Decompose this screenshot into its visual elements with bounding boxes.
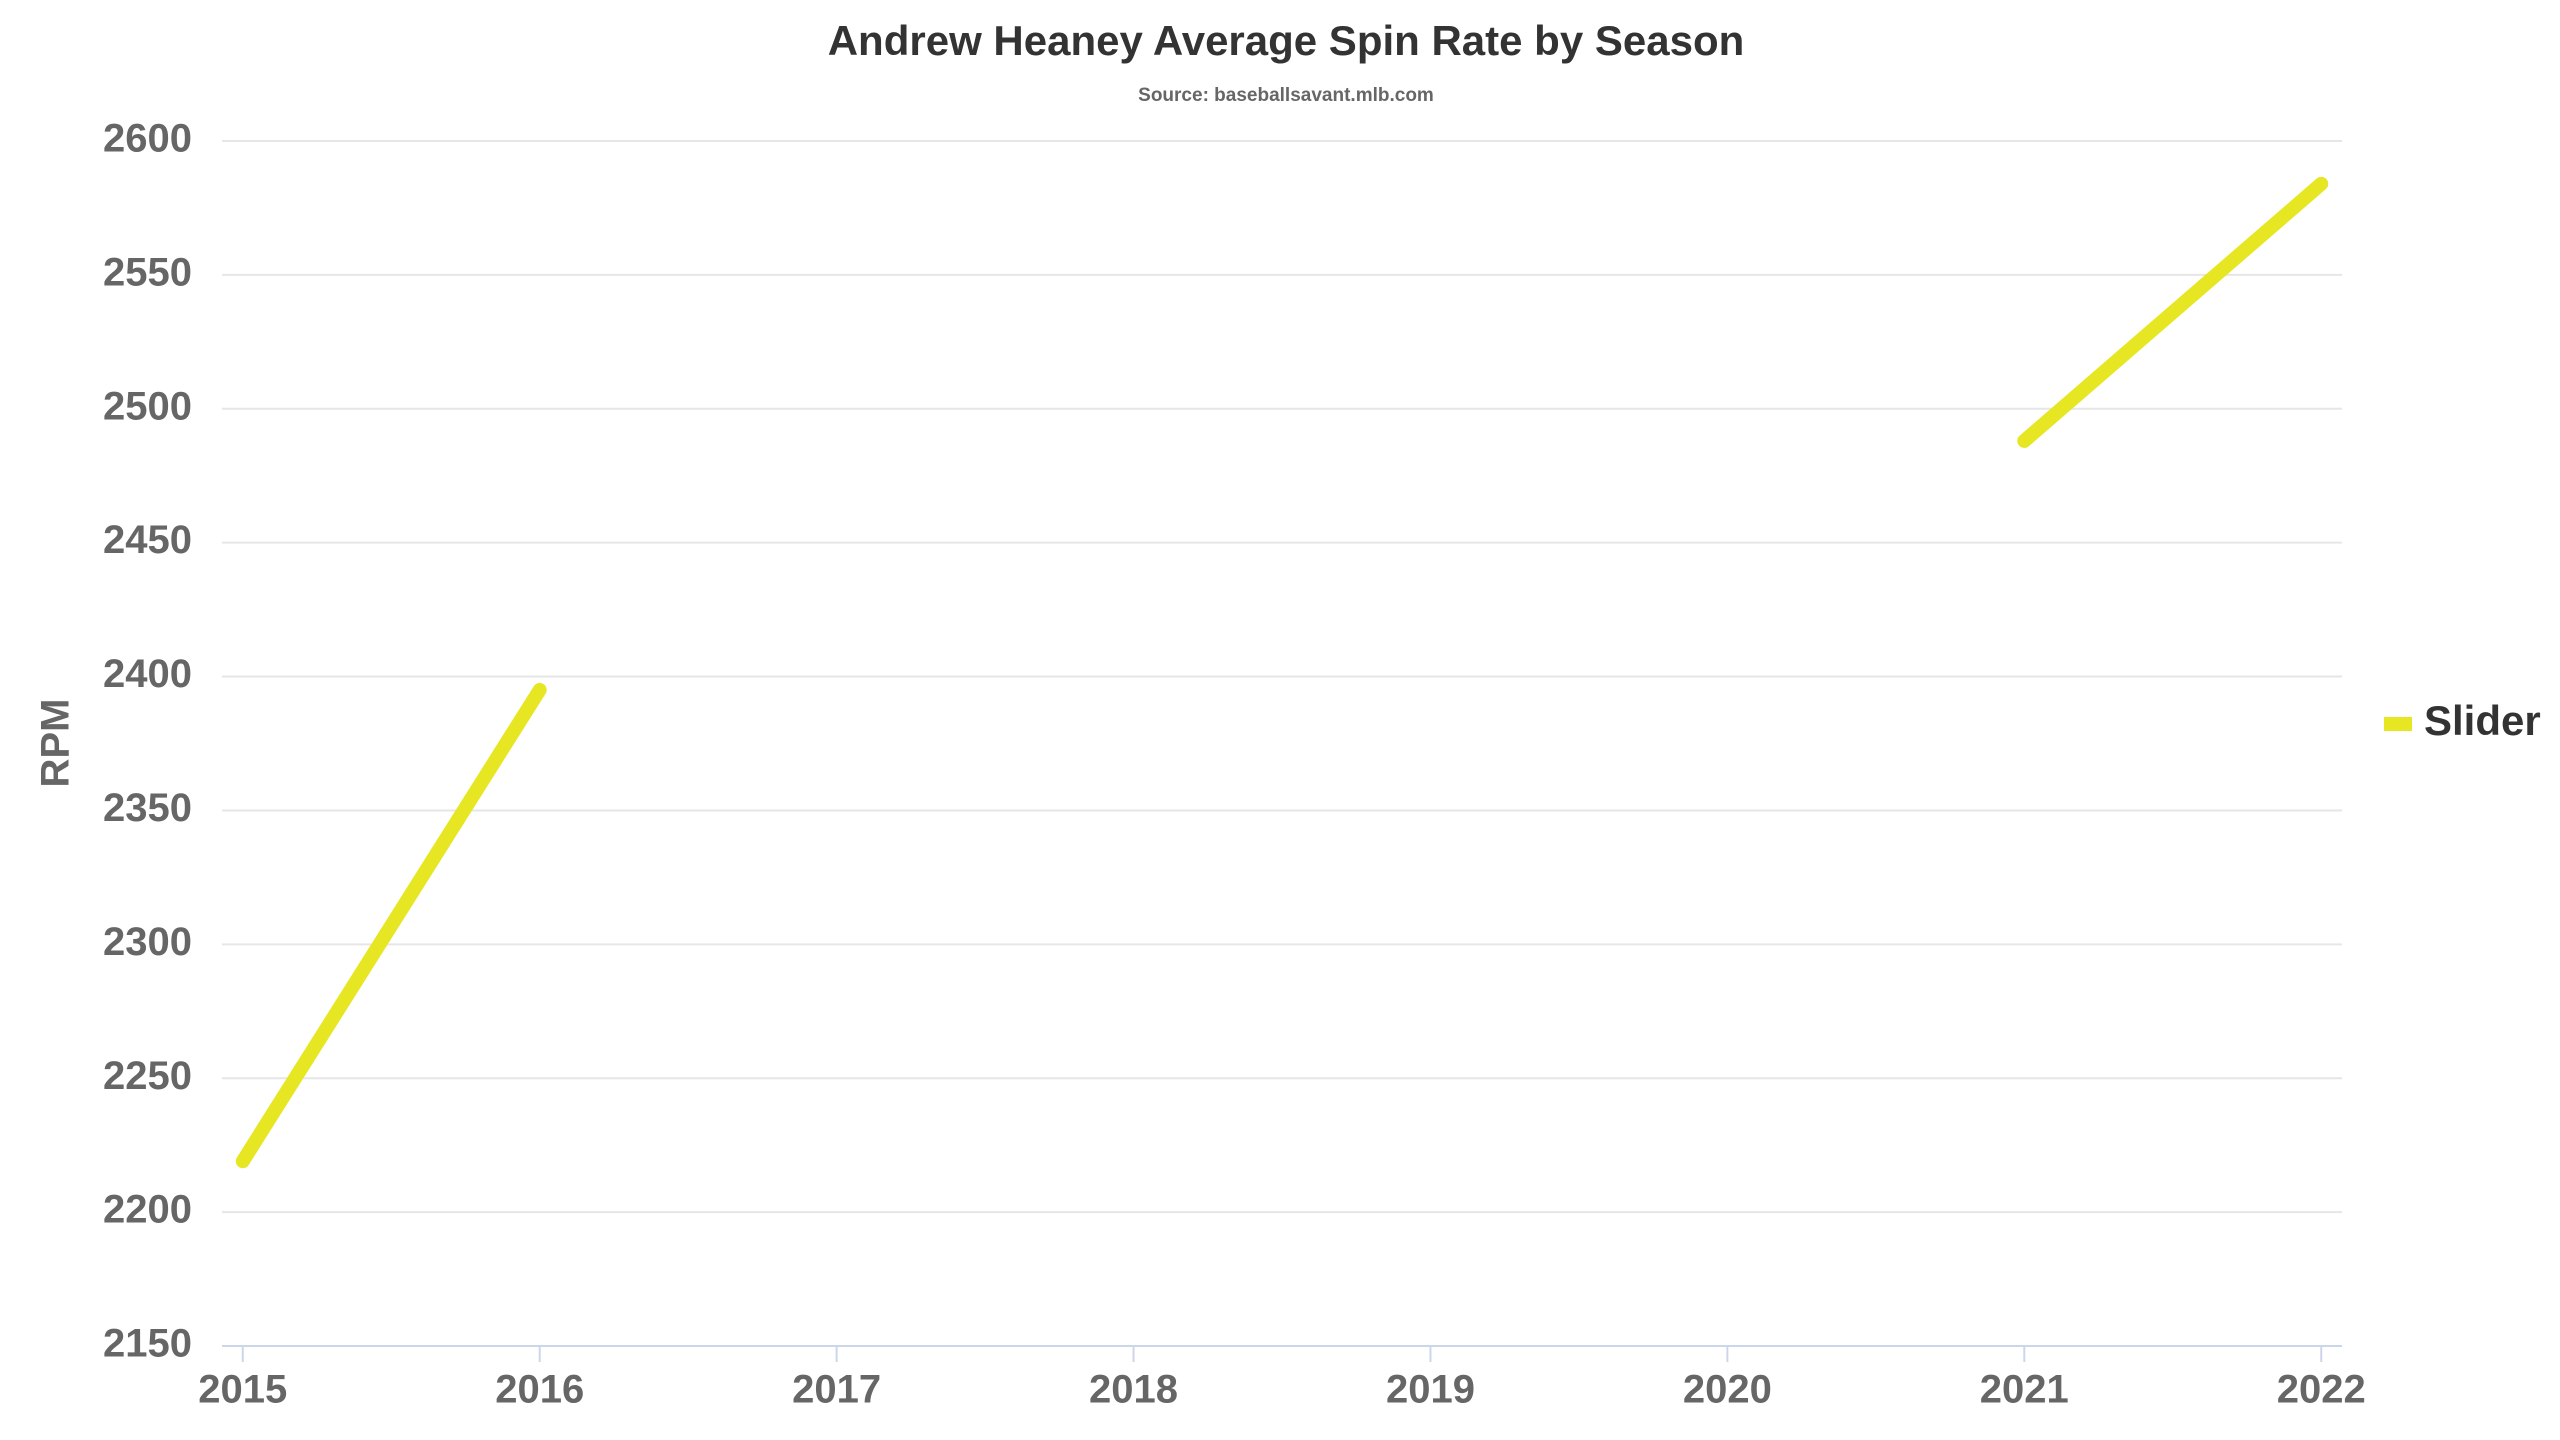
x-tick-label: 2017 (792, 1368, 881, 1412)
x-tick-label: 2021 (1980, 1368, 2069, 1412)
series-line (235, 176, 2329, 1169)
y-tick-label: 2550 (103, 250, 192, 294)
x-tick-label: 2015 (198, 1368, 287, 1412)
x-tick-label: 2018 (1089, 1368, 1178, 1412)
x-tick-label: 2019 (1386, 1368, 1475, 1412)
y-tick-label: 2300 (103, 920, 192, 964)
y-tick-label: 2600 (103, 117, 192, 161)
y-tick-label: 2250 (103, 1054, 192, 1098)
y-tick-label: 2150 (103, 1322, 192, 1366)
y-tick-label: 2200 (103, 1188, 192, 1232)
chart-subtitle: Source: baseballsavant.mlb.com (1138, 85, 1434, 106)
y-tick-label: 2350 (103, 786, 192, 830)
y-tick-label: 2500 (103, 384, 192, 428)
chart-title: Andrew Heaney Average Spin Rate by Seaso… (828, 17, 1745, 64)
x-tick-label: 2016 (495, 1368, 584, 1412)
x-tick-label: 2022 (2277, 1368, 2366, 1412)
legend-label: Slider (2424, 697, 2541, 744)
x-tick-label: 2020 (1683, 1368, 1772, 1412)
y-tick-label: 2450 (103, 518, 192, 562)
y-axis-label: RPM (34, 699, 78, 788)
y-tick-label: 2400 (103, 652, 192, 696)
